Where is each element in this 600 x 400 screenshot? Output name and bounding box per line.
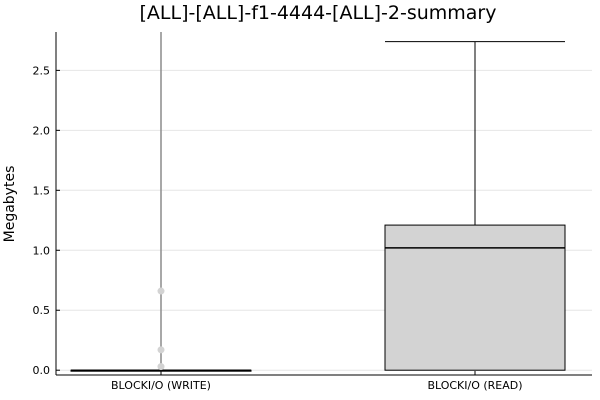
y-axis-label: Megabytes bbox=[2, 166, 18, 243]
outlier-point bbox=[157, 287, 165, 295]
outlier-point bbox=[157, 346, 165, 354]
y-tick-label: 2.0 bbox=[33, 124, 51, 137]
y-tick-label: 1.0 bbox=[33, 244, 51, 257]
chart-title: [ALL]-[ALL]-f1-4444-[ALL]-2-summary bbox=[140, 2, 497, 24]
y-tick-label: 0.5 bbox=[33, 304, 51, 317]
outlier-point bbox=[157, 363, 165, 371]
x-axis-ticks: BLOCKI/O (WRITE) BLOCKI/O (READ) bbox=[111, 371, 523, 392]
box-series bbox=[70, 32, 566, 372]
y-tick-label: 1.5 bbox=[33, 184, 51, 197]
x-tick-label: BLOCKI/O (WRITE) bbox=[111, 379, 211, 392]
y-axis-ticks: 0.0 0.5 1.0 1.5 2.0 2.5 bbox=[33, 64, 60, 377]
x-tick-label: BLOCKI/O (READ) bbox=[427, 379, 522, 392]
y-tick-label: 0.0 bbox=[33, 364, 51, 377]
box-group bbox=[384, 41, 566, 371]
y-tick-label: 2.5 bbox=[33, 64, 51, 77]
box-group bbox=[70, 32, 252, 372]
box bbox=[384, 224, 566, 371]
